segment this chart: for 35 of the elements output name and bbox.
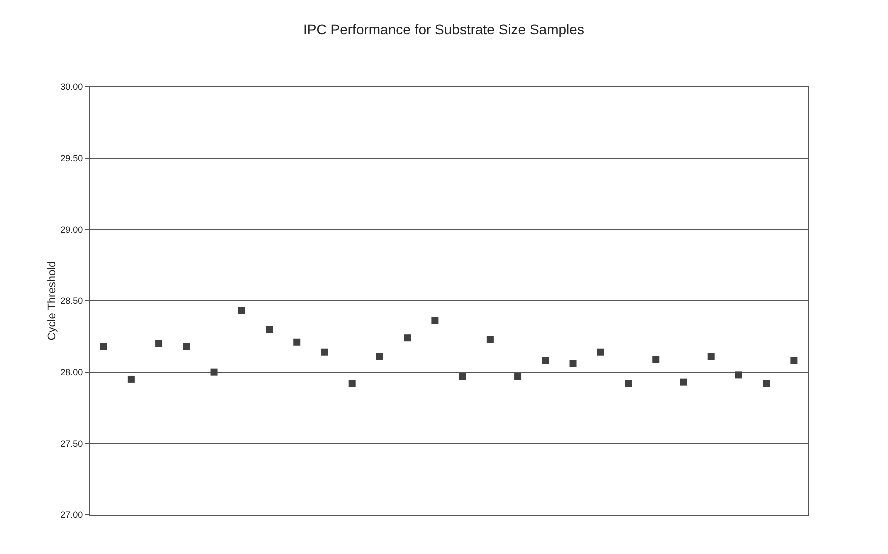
point (100, 343, 108, 350)
y-tick-label: 28.50 (60, 296, 84, 306)
point (486, 336, 494, 344)
point (652, 356, 660, 363)
point (542, 357, 550, 364)
y-tick-label: 29.50 (60, 153, 84, 164)
point (404, 334, 412, 342)
point (376, 353, 384, 360)
point (570, 360, 577, 368)
point (321, 348, 328, 356)
point (708, 353, 715, 360)
point (128, 376, 135, 383)
point (625, 380, 632, 388)
point (790, 357, 798, 364)
y-tick-label: 30.00 (60, 82, 84, 92)
chart-title: IPC Performance for Substrate Size Samples (304, 22, 584, 38)
point (348, 380, 356, 388)
point (459, 373, 466, 380)
point (183, 343, 190, 350)
point (238, 307, 246, 314)
point (597, 348, 604, 356)
point (210, 368, 218, 376)
point (763, 380, 770, 388)
point (432, 317, 439, 324)
point (266, 326, 273, 334)
y-tick-label: 29.00 (60, 224, 84, 235)
point (680, 378, 688, 386)
point (156, 340, 163, 348)
y-tick-label: 28.00 (60, 367, 84, 378)
y-axis-title: Cycle Threshold (46, 261, 59, 341)
point (294, 338, 301, 346)
point (735, 372, 742, 379)
y-tick-label: 27.50 (60, 438, 84, 449)
point (514, 373, 522, 380)
y-tick-label: 27.00 (60, 510, 84, 520)
